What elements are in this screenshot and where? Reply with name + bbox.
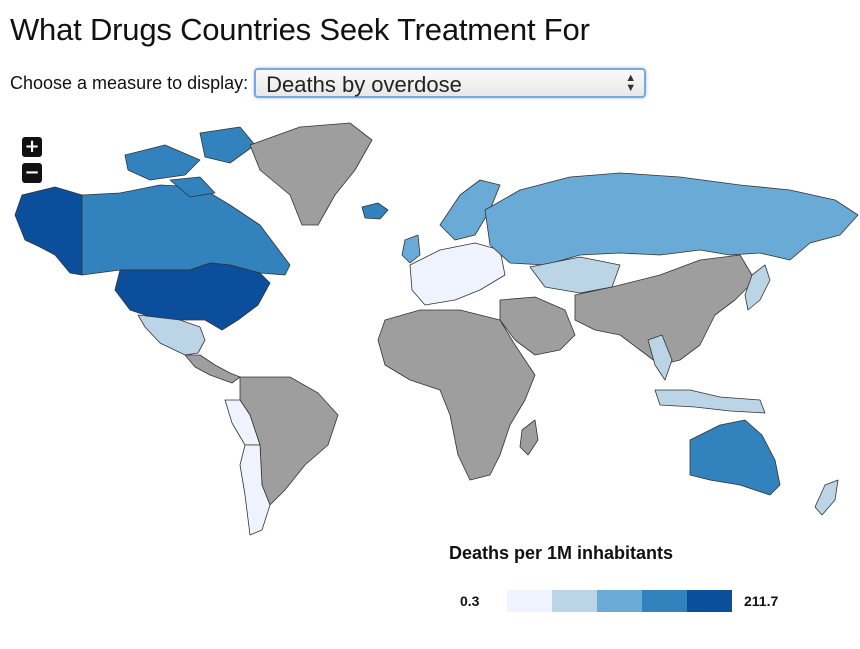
region-iceland[interactable] <box>361 202 389 220</box>
region-asia[interactable] <box>574 254 756 366</box>
legend-swatch-0 <box>507 590 552 612</box>
measure-select[interactable]: Deaths by overdose ▲ ▼ <box>254 68 647 98</box>
legend-title: Deaths per 1M inhabitants <box>449 543 674 563</box>
region-southern-cone[interactable] <box>239 444 271 536</box>
legend-min: 0.3 <box>460 593 480 609</box>
legend-swatch-3 <box>642 590 687 612</box>
legend-color-scale <box>507 590 732 612</box>
region-southeast-asia[interactable] <box>647 334 673 381</box>
zoom-out-button[interactable]: − <box>22 163 42 183</box>
region-greenland[interactable] <box>249 122 373 226</box>
region-japan[interactable] <box>744 264 771 311</box>
legend-swatch-1 <box>552 590 597 612</box>
region-russia[interactable] <box>484 172 859 266</box>
legend-swatch-2 <box>597 590 642 612</box>
region-canada-arctic[interactable] <box>124 126 256 198</box>
legend-max: 211.7 <box>744 593 779 609</box>
region-western-europe[interactable] <box>409 242 506 306</box>
region-australia[interactable] <box>689 419 781 496</box>
zoom-in-button[interactable]: + <box>22 137 42 157</box>
region-new-zealand[interactable] <box>814 479 839 516</box>
region-madagascar[interactable] <box>519 419 539 456</box>
measure-controls: Choose a measure to display: Deaths by o… <box>10 68 647 98</box>
world-map[interactable] <box>0 115 860 540</box>
legend-swatch-4 <box>687 590 732 612</box>
region-canada[interactable] <box>81 184 291 276</box>
page-title: What Drugs Countries Seek Treatment For <box>10 12 590 47</box>
region-scandinavia[interactable] <box>439 179 501 241</box>
region-indonesia[interactable] <box>654 389 766 414</box>
select-arrows-icon: ▲ ▼ <box>625 72 637 94</box>
measure-select-value: Deaths by overdose <box>266 72 462 97</box>
region-mexico[interactable] <box>137 314 206 356</box>
region-uk-ireland[interactable] <box>401 234 421 264</box>
measure-label: Choose a measure to display: <box>10 72 249 93</box>
region-alaska[interactable] <box>14 186 83 276</box>
region-usa[interactable] <box>114 262 271 331</box>
region-central-america[interactable] <box>184 354 241 384</box>
region-middle-east[interactable] <box>499 296 576 356</box>
region-africa[interactable] <box>377 309 536 481</box>
